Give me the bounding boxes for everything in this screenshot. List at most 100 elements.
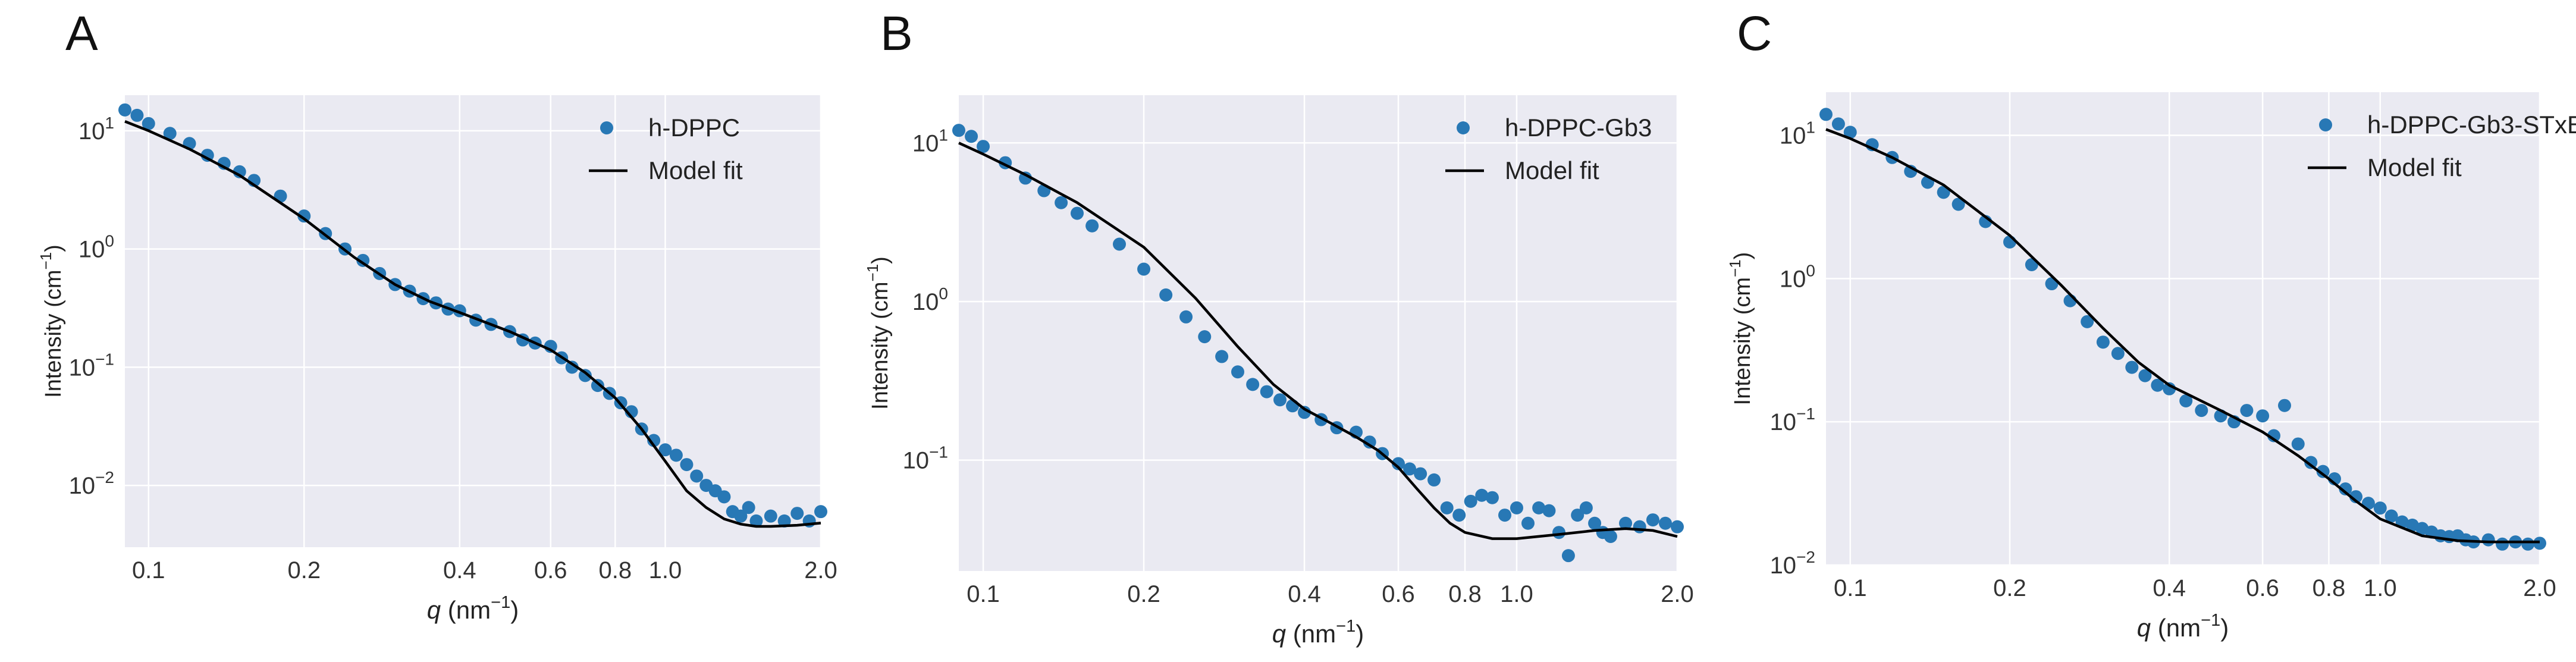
data-point	[2373, 501, 2387, 515]
data-point	[1579, 501, 1593, 514]
panel-a: A 0.1 0.2 0.4 0.6 0.8 1.0 2.0 101 100 10−1 10−2 q (…	[24, 0, 880, 662]
data-point	[1159, 288, 1173, 302]
data-point	[749, 514, 763, 528]
data-point	[1633, 520, 1646, 534]
x-axis-label: q (nm−1)	[427, 593, 519, 624]
x-tick-label: 0.6	[1382, 581, 1415, 607]
x-tick-label: 0.2	[1993, 575, 2026, 601]
y-tick-label: 101	[1780, 118, 1815, 149]
panel-c: C 0.1 0.2 0.4 0.6 0.8 1.0 2.0 101 100 10−1 10−2 q (…	[1713, 0, 2576, 662]
legend-point-marker	[1457, 121, 1470, 134]
data-point	[2291, 437, 2305, 451]
x-tick-label: 2.0	[1661, 581, 1694, 607]
data-point	[1619, 516, 1633, 530]
x-tick-label: 0.8	[598, 557, 632, 583]
data-point	[1452, 509, 1466, 522]
data-point	[356, 253, 370, 267]
x-tick-label: 1.0	[1500, 581, 1533, 607]
model-fit-line	[958, 142, 1678, 540]
data-point	[977, 140, 990, 153]
data-point	[297, 209, 311, 223]
x-axis-label: q (nm−1)	[2137, 611, 2229, 642]
y-tick-label: 10−1	[903, 443, 948, 474]
data-point	[2151, 378, 2164, 392]
data-point	[118, 103, 131, 117]
data-point	[1246, 378, 1260, 391]
data-point	[578, 369, 592, 382]
y-tick-label: 101	[912, 126, 948, 156]
data-point	[1485, 491, 1499, 504]
data-point	[2339, 482, 2352, 496]
data-point	[142, 117, 155, 130]
legend-fit-label: Model fit	[648, 156, 743, 184]
data-point	[1273, 393, 1287, 407]
y-axis-label: Intensity (cm−1)	[37, 244, 66, 398]
data-point	[742, 501, 755, 514]
data-point	[163, 127, 177, 140]
data-point	[2096, 335, 2110, 349]
data-point	[2081, 315, 2094, 328]
data-point	[1403, 462, 1417, 476]
y-tick-label: 101	[79, 114, 114, 145]
data-point	[1510, 501, 1523, 514]
data-point	[1542, 504, 1556, 517]
y-axis-label: Intensity (cm−1)	[864, 256, 893, 410]
x-tick-label: 0.4	[1288, 581, 1321, 607]
data-point	[1179, 310, 1193, 324]
data-point	[2277, 399, 2291, 412]
data-point	[1019, 171, 1033, 185]
legend: h-DPPC-Gb3 Model fit	[1445, 114, 1652, 184]
x-tick-label: 0.1	[967, 581, 1000, 607]
x-tick-label: 1.0	[649, 557, 682, 583]
y-tick-label: 10−1	[1770, 404, 1815, 435]
data-point	[1231, 365, 1244, 379]
data-point	[1113, 237, 1127, 251]
data-point	[2384, 509, 2398, 523]
data-point	[1298, 406, 1311, 419]
data-point	[734, 509, 748, 523]
grid	[959, 95, 1678, 571]
data-point	[1552, 526, 1566, 539]
x-tick-label: 0.8	[1448, 581, 1482, 607]
data-point	[690, 469, 704, 483]
panel-letter-b: B	[880, 7, 913, 61]
legend-point-marker	[2319, 118, 2332, 131]
data-point	[2179, 394, 2193, 407]
panel-letter-a: A	[65, 7, 98, 61]
data-point	[814, 505, 827, 519]
legend: h-DPPC-Gb3-STxB Model fit	[2308, 111, 2576, 181]
x-tick-label: 0.1	[1834, 575, 1867, 601]
grid	[1826, 92, 2541, 566]
data-points	[118, 103, 827, 528]
data-point	[1215, 350, 1229, 363]
legend: h-DPPC Model fit	[589, 114, 743, 184]
y-tick-label: 10−2	[69, 468, 114, 499]
legend-points-label: h-DPPC	[648, 114, 740, 142]
data-point	[1819, 108, 1833, 121]
data-point	[130, 108, 144, 122]
y-tick-label: 10−2	[1770, 548, 1815, 579]
data-point	[790, 507, 804, 520]
data-point	[1198, 330, 1212, 344]
legend-fit-label: Model fit	[2367, 153, 2462, 181]
data-point	[2003, 235, 2016, 249]
data-point	[965, 130, 978, 143]
data-point	[764, 509, 777, 523]
x-tick-label: 2.0	[804, 557, 837, 583]
plot-background	[959, 95, 1677, 571]
plot-background	[1826, 92, 2540, 565]
data-point	[1843, 126, 1857, 139]
x-tick-label: 2.0	[2523, 575, 2556, 601]
data-point	[680, 458, 694, 472]
data-point	[1588, 516, 1602, 530]
data-point	[2138, 369, 2152, 382]
data-point	[200, 149, 214, 162]
x-axis-label: q (nm−1)	[1272, 617, 1364, 648]
data-point	[1604, 530, 1617, 544]
data-point	[777, 514, 791, 528]
data-point	[1392, 457, 1405, 470]
model-fit-line	[124, 120, 821, 528]
data-point	[2304, 456, 2318, 469]
chart-a: 0.1 0.2 0.4 0.6 0.8 1.0 2.0 101 100 10−1 10−2 q (nm…	[37, 95, 837, 624]
data-point	[1363, 435, 1376, 449]
